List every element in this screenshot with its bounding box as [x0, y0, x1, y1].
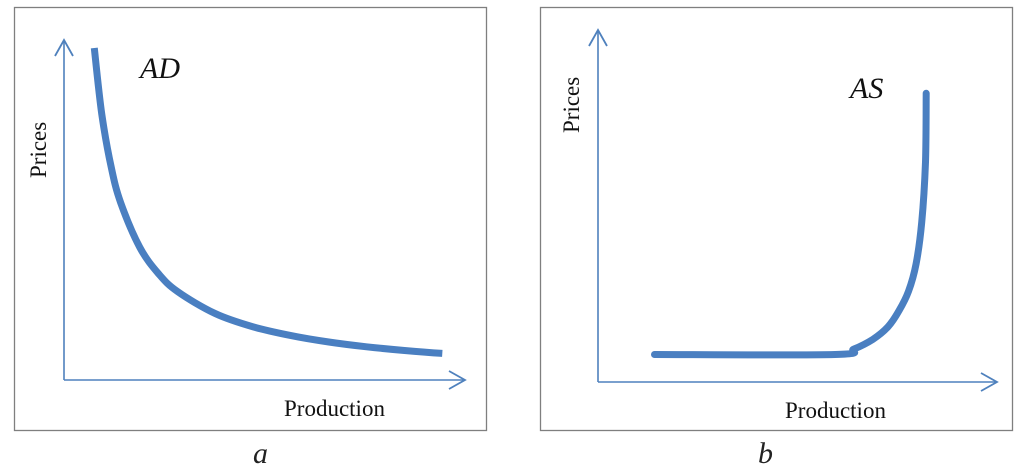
- as-curve-label: AS: [848, 72, 883, 105]
- panel-b-x-axis-label: Production: [785, 398, 886, 423]
- ad-curve: [90, 47, 443, 357]
- panel-a: AD Prices Production a: [13, 6, 488, 465]
- panel-b-caption: b: [758, 437, 773, 465]
- panel-a-caption: a: [253, 437, 268, 465]
- as-curve: [651, 89, 930, 359]
- ad-curve-label: AD: [138, 52, 180, 85]
- panel-b-y-axis-label: Prices: [559, 77, 584, 133]
- panel-a-frame: [13, 6, 488, 432]
- panel-b: AS Prices Production b: [539, 6, 1014, 465]
- panel-a-y-axis-label: Prices: [26, 122, 51, 178]
- panel-a-x-axis-label: Production: [284, 396, 385, 421]
- panel-b-frame: [539, 6, 1014, 432]
